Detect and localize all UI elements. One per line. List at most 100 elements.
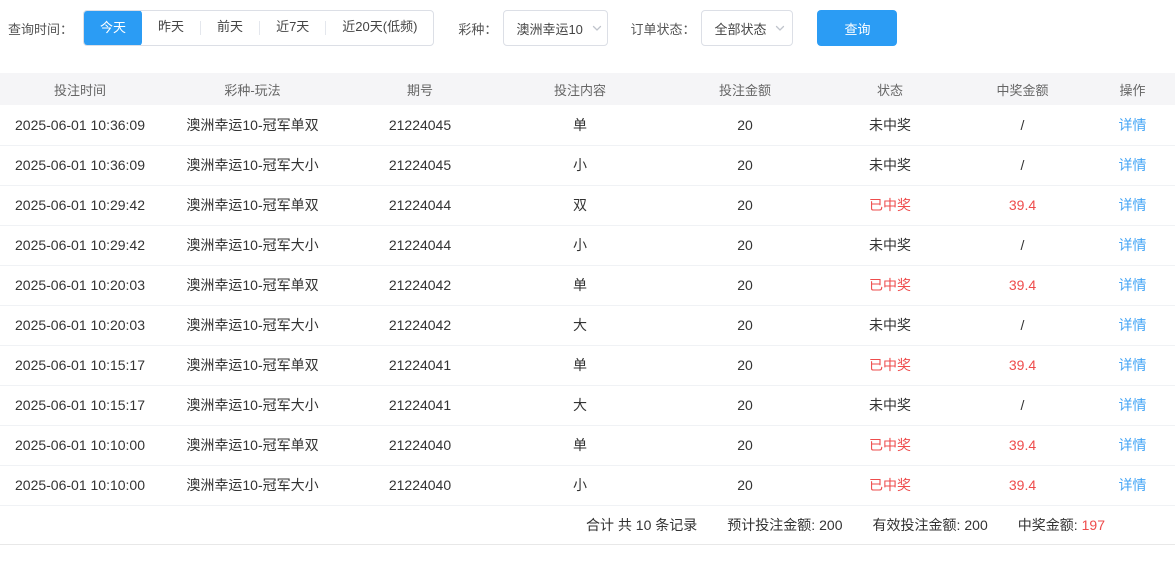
divider (259, 21, 261, 35)
bet-content-cell: 单 (495, 425, 665, 466)
detail-link[interactable]: 详情 (1118, 397, 1147, 413)
bet-time-cell: 2025-06-01 10:36:09 (0, 145, 160, 186)
table-row: 2025-06-01 10:15:17 澳洲幸运10-冠军大小 21224041 大 2… (0, 385, 1175, 426)
game-play-cell: 澳洲幸运10-冠军大小 (160, 385, 345, 426)
prize-cell: 39.4 (955, 265, 1090, 306)
bet-content-cell: 小 (495, 225, 665, 266)
game-play-cell: 澳洲幸运10-冠军大小 (160, 305, 345, 346)
issue-cell: 21224041 (345, 345, 495, 386)
action-cell: 详情 (1090, 385, 1175, 426)
action-cell: 详情 (1090, 425, 1175, 466)
table-row: 2025-06-01 10:29:42 澳洲幸运10-冠军单双 21224044 双 2… (0, 185, 1175, 226)
action-cell: 详情 (1090, 145, 1175, 186)
bet-amount-cell: 20 (665, 385, 825, 426)
action-cell: 详情 (1090, 225, 1175, 266)
detail-link[interactable]: 详情 (1118, 317, 1147, 333)
bet-content-cell: 小 (495, 465, 665, 506)
action-cell: 详情 (1090, 265, 1175, 306)
bet-time-cell: 2025-06-01 10:29:42 (0, 225, 160, 266)
status-cell: 已中奖 (825, 425, 955, 466)
header-game-play: 彩种-玩法 (224, 82, 281, 98)
issue-cell: 21224040 (345, 465, 495, 506)
bet-time-cell: 2025-06-01 10:36:09 (0, 105, 160, 146)
detail-link[interactable]: 详情 (1118, 277, 1147, 293)
lottery-select-value: 澳洲幸运10 (516, 21, 583, 37)
summary-expected-amount: 预计投注金额: 200 (727, 515, 842, 535)
bet-amount-cell: 20 (665, 225, 825, 266)
table-header-row: 投注时间 彩种-玩法 期号 投注内容 投注金额 状态 中奖金额 操作 (0, 73, 1175, 105)
action-cell: 详情 (1090, 345, 1175, 386)
game-play-cell: 澳洲幸运10-冠军大小 (160, 225, 345, 266)
detail-link[interactable]: 详情 (1118, 237, 1147, 253)
status-cell: 已中奖 (825, 465, 955, 506)
game-play-cell: 澳洲幸运10-冠军单双 (160, 185, 345, 226)
prize-cell: / (955, 145, 1090, 186)
status-cell: 未中奖 (825, 225, 955, 266)
time-filter-button[interactable]: 昨天 (158, 19, 185, 34)
header-status: 状态 (876, 82, 903, 98)
bet-amount-cell: 20 (665, 425, 825, 466)
time-filter-button[interactable]: 近7天 (276, 19, 310, 34)
summary-total-records: 合计 共 10 条记录 (586, 515, 697, 535)
time-filter-button[interactable]: 近20天(低频) (342, 19, 418, 34)
action-cell: 详情 (1090, 465, 1175, 506)
detail-link[interactable]: 详情 (1118, 477, 1147, 493)
lottery-select-label: 彩种： (458, 21, 498, 37)
game-play-cell: 澳洲幸运10-冠军单双 (160, 265, 345, 306)
order-status-select[interactable]: 全部状态 (701, 10, 794, 46)
time-filter-button[interactable]: 今天 (84, 11, 143, 45)
summary-prize-value: 197 (1081, 516, 1105, 533)
prize-cell: 39.4 (955, 345, 1090, 386)
bet-time-cell: 2025-06-01 10:10:00 (0, 465, 160, 506)
table-row: 2025-06-01 10:15:17 澳洲幸运10-冠军单双 21224041 单 2… (0, 345, 1175, 386)
prize-cell: / (955, 105, 1090, 146)
bet-amount-cell: 20 (665, 265, 825, 306)
bet-time-cell: 2025-06-01 10:15:17 (0, 345, 160, 386)
detail-link[interactable]: 详情 (1118, 197, 1147, 213)
game-play-cell: 澳洲幸运10-冠军大小 (160, 465, 345, 506)
status-cell: 已中奖 (825, 345, 955, 386)
status-cell: 未中奖 (825, 105, 955, 146)
summary-total-label: 合计 共 10 条记录 (586, 516, 698, 533)
bet-records-table: 投注时间 彩种-玩法 期号 投注内容 投注金额 状态 中奖金额 操作 2025-… (0, 73, 1175, 506)
bet-content-cell: 大 (495, 385, 665, 426)
prize-cell: / (955, 385, 1090, 426)
detail-link[interactable]: 详情 (1118, 437, 1147, 453)
bet-time-cell: 2025-06-01 10:10:00 (0, 425, 160, 466)
table-row: 2025-06-01 10:10:00 澳洲幸运10-冠军单双 21224040 单 2… (0, 425, 1175, 466)
detail-link[interactable]: 详情 (1118, 116, 1147, 133)
status-cell: 未中奖 (825, 305, 955, 346)
action-cell: 详情 (1090, 105, 1175, 146)
summary-valid-value: 200 (964, 516, 988, 533)
game-play-cell: 澳洲幸运10-冠军单双 (160, 345, 345, 386)
bet-content-cell: 单 (495, 345, 665, 386)
bet-amount-cell: 20 (665, 345, 825, 386)
bet-content-cell: 大 (495, 305, 665, 346)
chevron-down-icon (774, 22, 786, 34)
issue-cell: 21224045 (345, 145, 495, 186)
table-row: 2025-06-01 10:20:03 澳洲幸运10-冠军大小 21224042 大 2… (0, 305, 1175, 346)
bet-amount-cell: 20 (665, 185, 825, 226)
lottery-select[interactable]: 澳洲幸运10 (503, 10, 609, 46)
summary-valid-amount: 有效投注金额: 200 (873, 515, 988, 535)
table-row: 2025-06-01 10:29:42 澳洲幸运10-冠军大小 21224044 小 2… (0, 225, 1175, 266)
search-button[interactable]: 查询 (817, 10, 898, 46)
detail-link[interactable]: 详情 (1118, 157, 1147, 173)
header-prize-amount: 中奖金额 (996, 82, 1049, 98)
action-cell: 详情 (1090, 305, 1175, 346)
time-filter-button[interactable]: 前天 (217, 19, 244, 34)
table-row: 2025-06-01 10:10:00 澳洲幸运10-冠军大小 21224040 小 2… (0, 465, 1175, 506)
bet-content-cell: 单 (495, 265, 665, 306)
header-action: 操作 (1119, 82, 1146, 98)
issue-cell: 21224042 (345, 305, 495, 346)
status-cell: 未中奖 (825, 385, 955, 426)
issue-cell: 21224044 (345, 185, 495, 226)
header-bet-amount: 投注金额 (718, 82, 771, 98)
bet-time-cell: 2025-06-01 10:15:17 (0, 385, 160, 426)
header-bet-time: 投注时间 (53, 82, 106, 98)
action-cell: 详情 (1090, 185, 1175, 226)
detail-link[interactable]: 详情 (1118, 357, 1147, 373)
issue-cell: 21224042 (345, 265, 495, 306)
bet-time-cell: 2025-06-01 10:20:03 (0, 305, 160, 346)
status-cell: 已中奖 (825, 265, 955, 306)
